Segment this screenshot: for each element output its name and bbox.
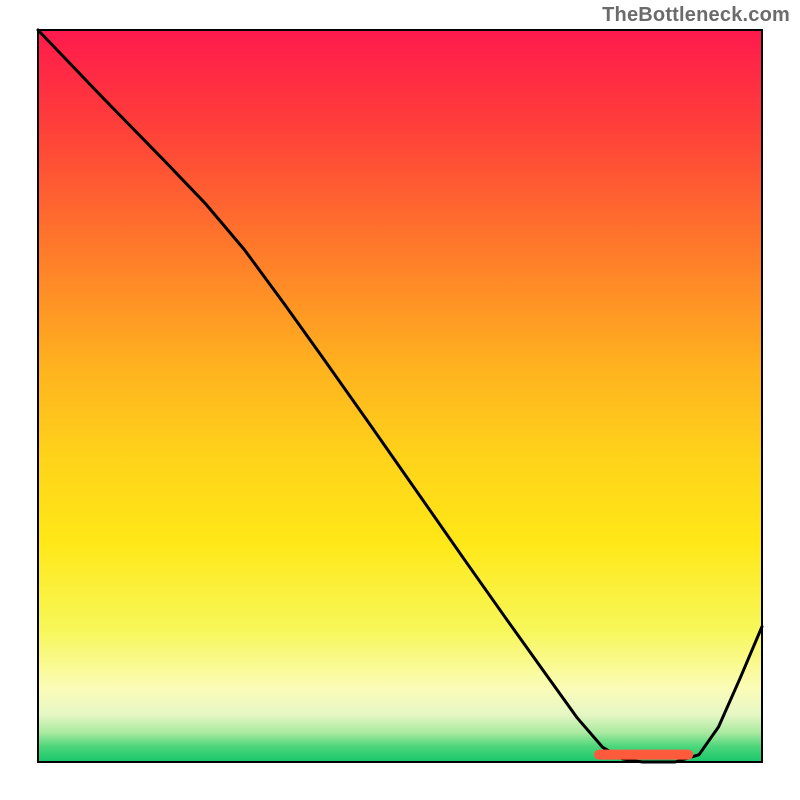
optimal-range-marker (594, 750, 693, 760)
plot-background (38, 30, 762, 762)
watermark-text: TheBottleneck.com (602, 4, 790, 27)
chart-svg (0, 0, 800, 800)
